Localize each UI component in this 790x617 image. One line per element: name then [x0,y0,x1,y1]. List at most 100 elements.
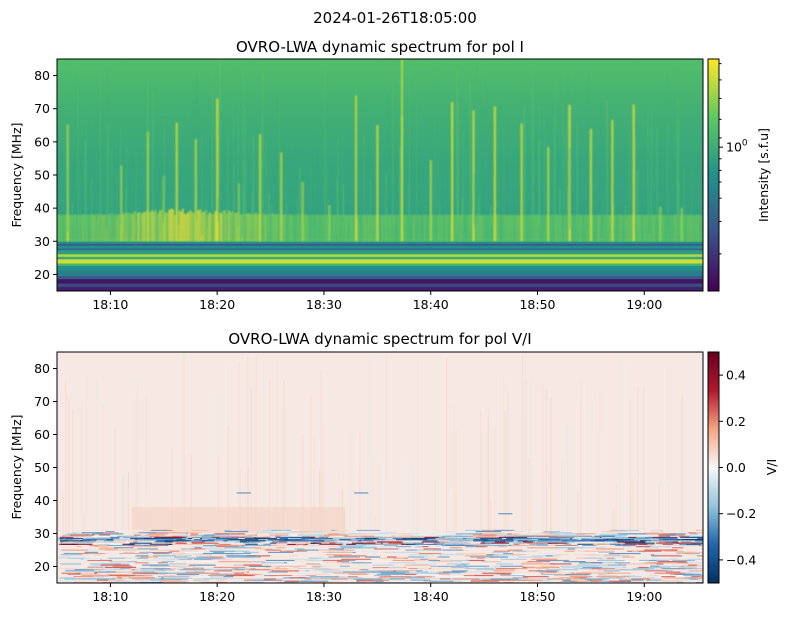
vi-noise-segment [140,581,163,583]
vi-noise-segment [315,556,325,558]
vi-noise-segment [439,573,451,575]
burst-column [70,214,73,242]
vi-streak [182,352,184,534]
vi-noise-segment [628,576,658,578]
vi-noise-segment [498,554,512,556]
burst-column [549,214,551,242]
burst-line [493,106,496,242]
vi-streak [364,427,366,534]
vi-noise-segment [484,541,501,543]
vi-noise-segment [144,544,169,547]
faint-streak [436,151,438,224]
vi-noise-segment [380,576,412,578]
faint-streak [554,83,556,231]
vi-noise-segment [338,544,367,547]
vi-noise-segment [235,561,252,563]
vi-noise-segment [321,539,337,541]
vi-noise-segment [157,576,190,578]
vi-noise-segment [681,577,703,579]
burst-column [604,214,607,242]
vi-streak [580,379,582,534]
vi-noise-segment [676,581,684,583]
faint-streak [237,67,239,238]
vi-noise-segment [572,540,597,542]
vi-noise-segment [539,565,556,567]
y-tick-label: 40 [34,201,50,216]
vi-noise-segment [374,574,391,577]
vi-noise-segment [389,580,424,582]
vi-noise-segment [410,579,427,581]
x-tick-label: 18:10 [92,589,128,604]
vi-noise-segment [614,535,648,537]
vi-noise-segment [229,571,248,573]
vi-noise-segment [262,573,280,575]
vi-noise-segment [466,537,480,540]
vi-noise-segment [216,544,239,547]
vi-noise-segment [652,536,678,538]
vi-noise-segment [177,566,186,568]
vi-noise-segment [246,555,271,557]
vi-noise-segment [157,562,168,564]
vi-noise-segment [561,566,581,568]
vi-noise-segment [136,557,149,559]
burst-column [185,213,188,242]
vi-noise-segment [388,544,422,547]
vi-noise-segment [388,566,405,568]
burst-column [525,214,528,242]
vi-noise-segment [152,552,185,555]
vi-noise-segment [67,557,85,559]
vi-noise-segment [319,569,332,571]
burst-column [504,214,507,242]
vi-streak [102,404,104,534]
vi-noise-segment [75,542,93,544]
burst-column [608,214,611,242]
frequency-band [57,287,703,291]
vi-noise-segment [606,557,615,559]
vi-noise-segment [248,564,280,566]
vi-noise-segment [595,552,609,555]
vi-noise-segment [527,561,551,563]
vi-noise-segment [531,531,544,533]
vi-noise-segment [99,541,134,543]
frequency-band [57,263,703,266]
vi-noise-segment [245,531,260,533]
vi-noise-segment [701,564,703,566]
faint-streak [476,64,478,226]
vi-noise-segment [110,543,123,545]
vi-noise-segment [216,579,226,581]
vi-noise-segment [348,573,369,575]
vi-noise-segment [582,566,609,568]
vi-noise-segment [140,556,158,558]
vi-noise-segment [130,537,153,540]
vi-noise-segment [498,571,531,573]
vi-noise-segment [619,579,644,581]
y-tick-label: 50 [34,168,50,183]
vi-noise-segment [191,546,206,548]
burst-column [510,214,513,242]
burst-column [314,214,317,242]
vi-streak [284,510,286,534]
x-tick-label: 18:50 [519,589,555,604]
vi-noise-segment [430,565,462,567]
vi-noise-segment [106,573,135,575]
vi-noise-segment [321,565,333,567]
burst-column [133,211,136,242]
burst-column [683,214,686,242]
panel2-x-axis: 18:10 18:20 18:30 18:40 18:50 19:00 [92,583,662,604]
vi-noise-segment [141,564,169,566]
vi-noise-segment [476,536,508,538]
vi-noise-segment [459,543,491,545]
vi-noise-segment [143,539,177,541]
vi-noise-segment [417,567,429,570]
vi-noise-segment [139,551,152,553]
burst-line [216,98,219,242]
vi-dash [498,513,513,515]
vi-streak [631,477,633,534]
burst-column [499,214,501,242]
vi-noise-segment [194,570,206,572]
vi-streak [227,425,229,534]
burst-line [589,128,593,242]
vi-noise-segment [225,555,257,557]
vi-streak [530,503,532,534]
burst-column [62,214,65,242]
